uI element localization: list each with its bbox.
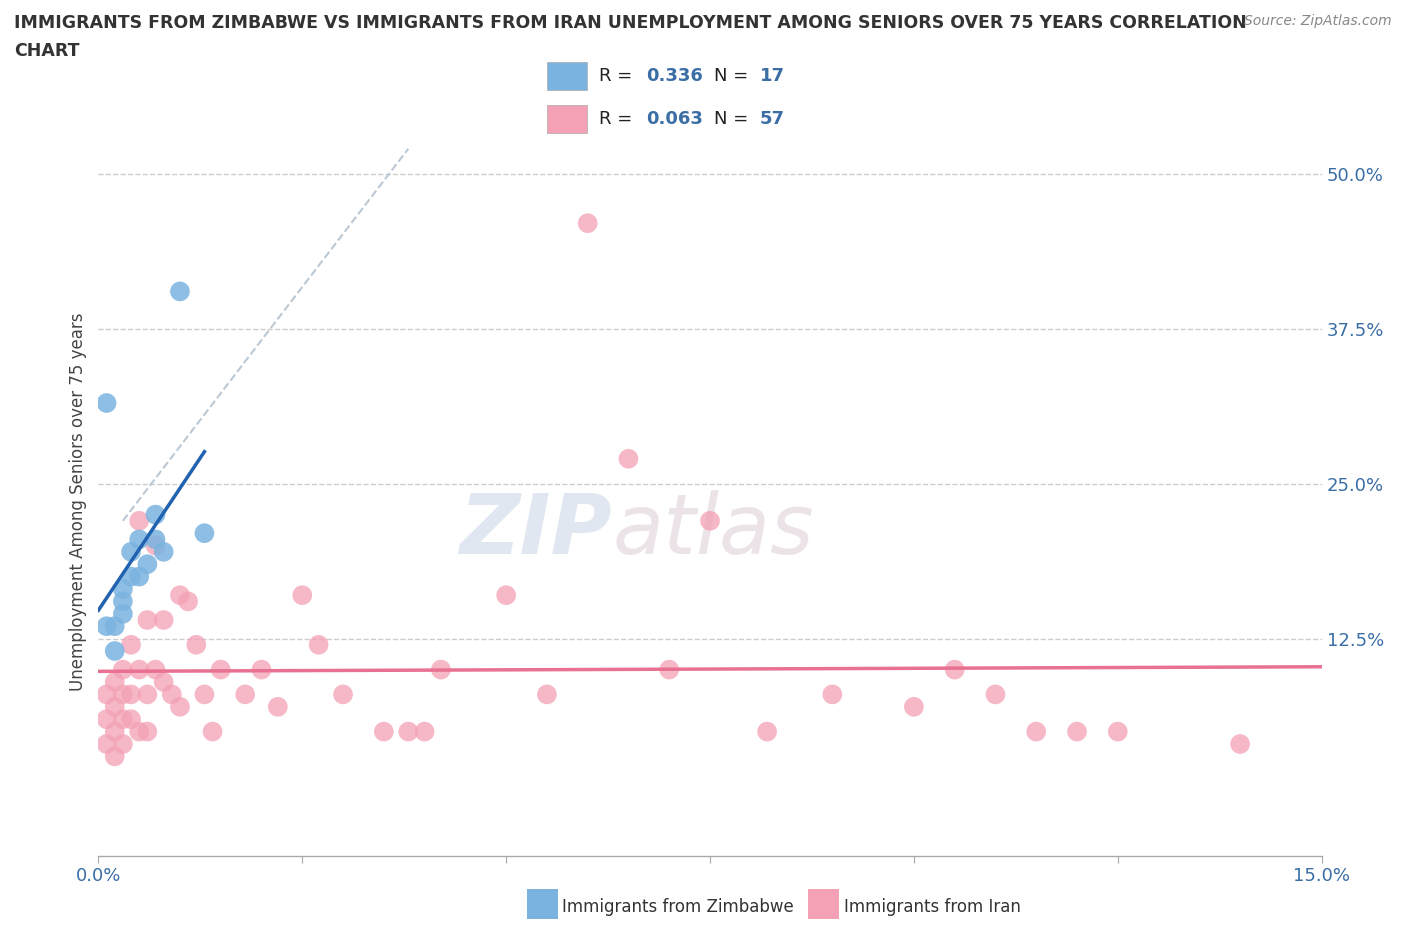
Point bbox=[396, 724, 419, 739]
Text: Source: ZipAtlas.com: Source: ZipAtlas.com bbox=[1244, 14, 1392, 28]
Point bbox=[136, 557, 159, 572]
Point bbox=[104, 724, 127, 739]
Point bbox=[495, 588, 517, 603]
Point bbox=[111, 711, 134, 726]
Point bbox=[128, 662, 150, 677]
Point bbox=[1229, 737, 1251, 751]
Point bbox=[104, 699, 127, 714]
Point bbox=[136, 724, 159, 739]
Point bbox=[120, 569, 142, 584]
Text: 0.336: 0.336 bbox=[645, 67, 703, 86]
Point bbox=[233, 687, 256, 702]
Point bbox=[145, 538, 167, 553]
Point bbox=[152, 674, 174, 689]
Point bbox=[96, 618, 118, 633]
Point bbox=[111, 687, 134, 702]
Point bbox=[209, 662, 232, 677]
Point bbox=[111, 581, 134, 596]
Point bbox=[943, 662, 966, 677]
Text: R =: R = bbox=[599, 110, 638, 128]
Point bbox=[145, 507, 167, 522]
Point bbox=[152, 613, 174, 628]
Point bbox=[111, 737, 134, 751]
Point bbox=[152, 544, 174, 559]
Point bbox=[201, 724, 224, 739]
Point bbox=[903, 699, 925, 714]
Point bbox=[104, 749, 127, 764]
Point bbox=[160, 687, 183, 702]
Point bbox=[136, 613, 159, 628]
Point bbox=[699, 513, 721, 528]
Point bbox=[193, 687, 215, 702]
Text: ZIP: ZIP bbox=[460, 490, 612, 571]
Point bbox=[120, 637, 142, 652]
Point bbox=[821, 687, 844, 702]
Bar bbox=[547, 62, 586, 90]
Point bbox=[169, 284, 191, 299]
Point bbox=[193, 525, 215, 540]
Point bbox=[658, 662, 681, 677]
Point bbox=[145, 662, 167, 677]
Text: atlas: atlas bbox=[612, 490, 814, 571]
Text: IMMIGRANTS FROM ZIMBABWE VS IMMIGRANTS FROM IRAN UNEMPLOYMENT AMONG SENIORS OVER: IMMIGRANTS FROM ZIMBABWE VS IMMIGRANTS F… bbox=[14, 14, 1247, 32]
Text: CHART: CHART bbox=[14, 42, 80, 60]
Point bbox=[120, 687, 142, 702]
Point bbox=[291, 588, 314, 603]
Text: 17: 17 bbox=[761, 67, 785, 86]
Point bbox=[136, 687, 159, 702]
Point bbox=[128, 724, 150, 739]
Point bbox=[1107, 724, 1129, 739]
Text: N =: N = bbox=[714, 110, 754, 128]
Text: R =: R = bbox=[599, 67, 638, 86]
Point bbox=[186, 637, 208, 652]
Text: Immigrants from Zimbabwe: Immigrants from Zimbabwe bbox=[562, 897, 794, 916]
Text: 0.063: 0.063 bbox=[645, 110, 703, 128]
Point bbox=[96, 687, 118, 702]
Point bbox=[332, 687, 354, 702]
Point bbox=[128, 569, 150, 584]
Point bbox=[104, 644, 127, 658]
Point bbox=[430, 662, 453, 677]
Point bbox=[120, 711, 142, 726]
Point bbox=[617, 451, 640, 466]
Point bbox=[1025, 724, 1047, 739]
Point bbox=[104, 674, 127, 689]
Point bbox=[984, 687, 1007, 702]
Point bbox=[169, 699, 191, 714]
Point bbox=[536, 687, 558, 702]
Point bbox=[145, 532, 167, 547]
Point bbox=[250, 662, 273, 677]
Point bbox=[96, 395, 118, 410]
Point bbox=[1066, 724, 1088, 739]
Point bbox=[111, 606, 134, 621]
Point bbox=[104, 618, 127, 633]
Bar bbox=[547, 105, 586, 133]
Point bbox=[120, 544, 142, 559]
Point bbox=[413, 724, 436, 739]
Point bbox=[576, 216, 599, 231]
Point bbox=[373, 724, 395, 739]
Point bbox=[177, 594, 200, 609]
Y-axis label: Unemployment Among Seniors over 75 years: Unemployment Among Seniors over 75 years bbox=[69, 313, 87, 691]
Point bbox=[267, 699, 290, 714]
Point bbox=[96, 737, 118, 751]
Text: Immigrants from Iran: Immigrants from Iran bbox=[844, 897, 1021, 916]
Point bbox=[111, 662, 134, 677]
Point bbox=[111, 594, 134, 609]
Text: N =: N = bbox=[714, 67, 754, 86]
Point bbox=[128, 513, 150, 528]
Text: 57: 57 bbox=[761, 110, 785, 128]
Point bbox=[756, 724, 779, 739]
Point bbox=[128, 532, 150, 547]
Point bbox=[308, 637, 330, 652]
Point bbox=[96, 711, 118, 726]
Point bbox=[169, 588, 191, 603]
